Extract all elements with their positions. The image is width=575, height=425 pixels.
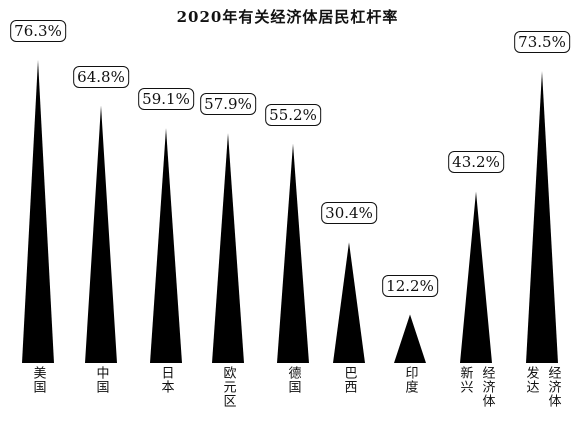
data-label-2: 64.8% [73, 65, 129, 88]
bar-4 [212, 133, 244, 363]
category-label-4-part-1: 欧元区 [220, 366, 236, 408]
data-label-1: 76.3% [10, 20, 66, 42]
category-label-8-part-2: 新兴 [457, 366, 473, 394]
category-label-7-part-1: 印度 [402, 366, 418, 394]
category-label-3-part-1: 日本 [158, 366, 174, 394]
bar-1 [22, 60, 54, 363]
data-label-6: 30.4% [321, 202, 377, 225]
data-label-8: 43.2% [448, 151, 504, 174]
category-label-9-part-1: 经济体 [545, 366, 561, 408]
data-label-3: 59.1% [138, 88, 194, 111]
category-label-9: 经济体 发达 [523, 366, 562, 408]
category-label-1: 美国 [30, 366, 47, 394]
category-label-6-part-1: 巴西 [341, 366, 357, 394]
data-label-4: 57.9% [200, 93, 256, 116]
category-label-5-part-1: 德国 [285, 366, 301, 394]
bar-2 [85, 105, 117, 364]
category-label-3: 日本 [158, 366, 175, 394]
category-label-4: 欧元区 [220, 366, 237, 408]
category-label-8: 经济体 新兴 [457, 366, 496, 408]
category-label-8-part-1: 经济体 [479, 366, 495, 408]
data-label-9: 73.5% [514, 31, 570, 54]
category-label-2: 中国 [93, 366, 110, 394]
category-label-2-part-1: 中国 [93, 366, 109, 394]
chart-title: 2020年有关经济体居民杠杆率 [176, 8, 399, 26]
bar-5 [277, 143, 309, 363]
category-label-5: 德国 [285, 366, 302, 394]
bar-6 [333, 242, 365, 363]
category-label-6: 巴西 [341, 366, 358, 394]
category-label-7: 印度 [402, 366, 419, 394]
category-label-1-part-1: 美国 [30, 366, 46, 394]
category-label-9-part-2: 发达 [523, 366, 539, 394]
bar-9 [526, 71, 558, 363]
bar-3 [150, 128, 182, 363]
data-label-7: 12.2% [382, 274, 438, 297]
bar-7 [394, 314, 426, 363]
bar-8 [460, 191, 492, 363]
data-label-5: 55.2% [265, 103, 321, 126]
